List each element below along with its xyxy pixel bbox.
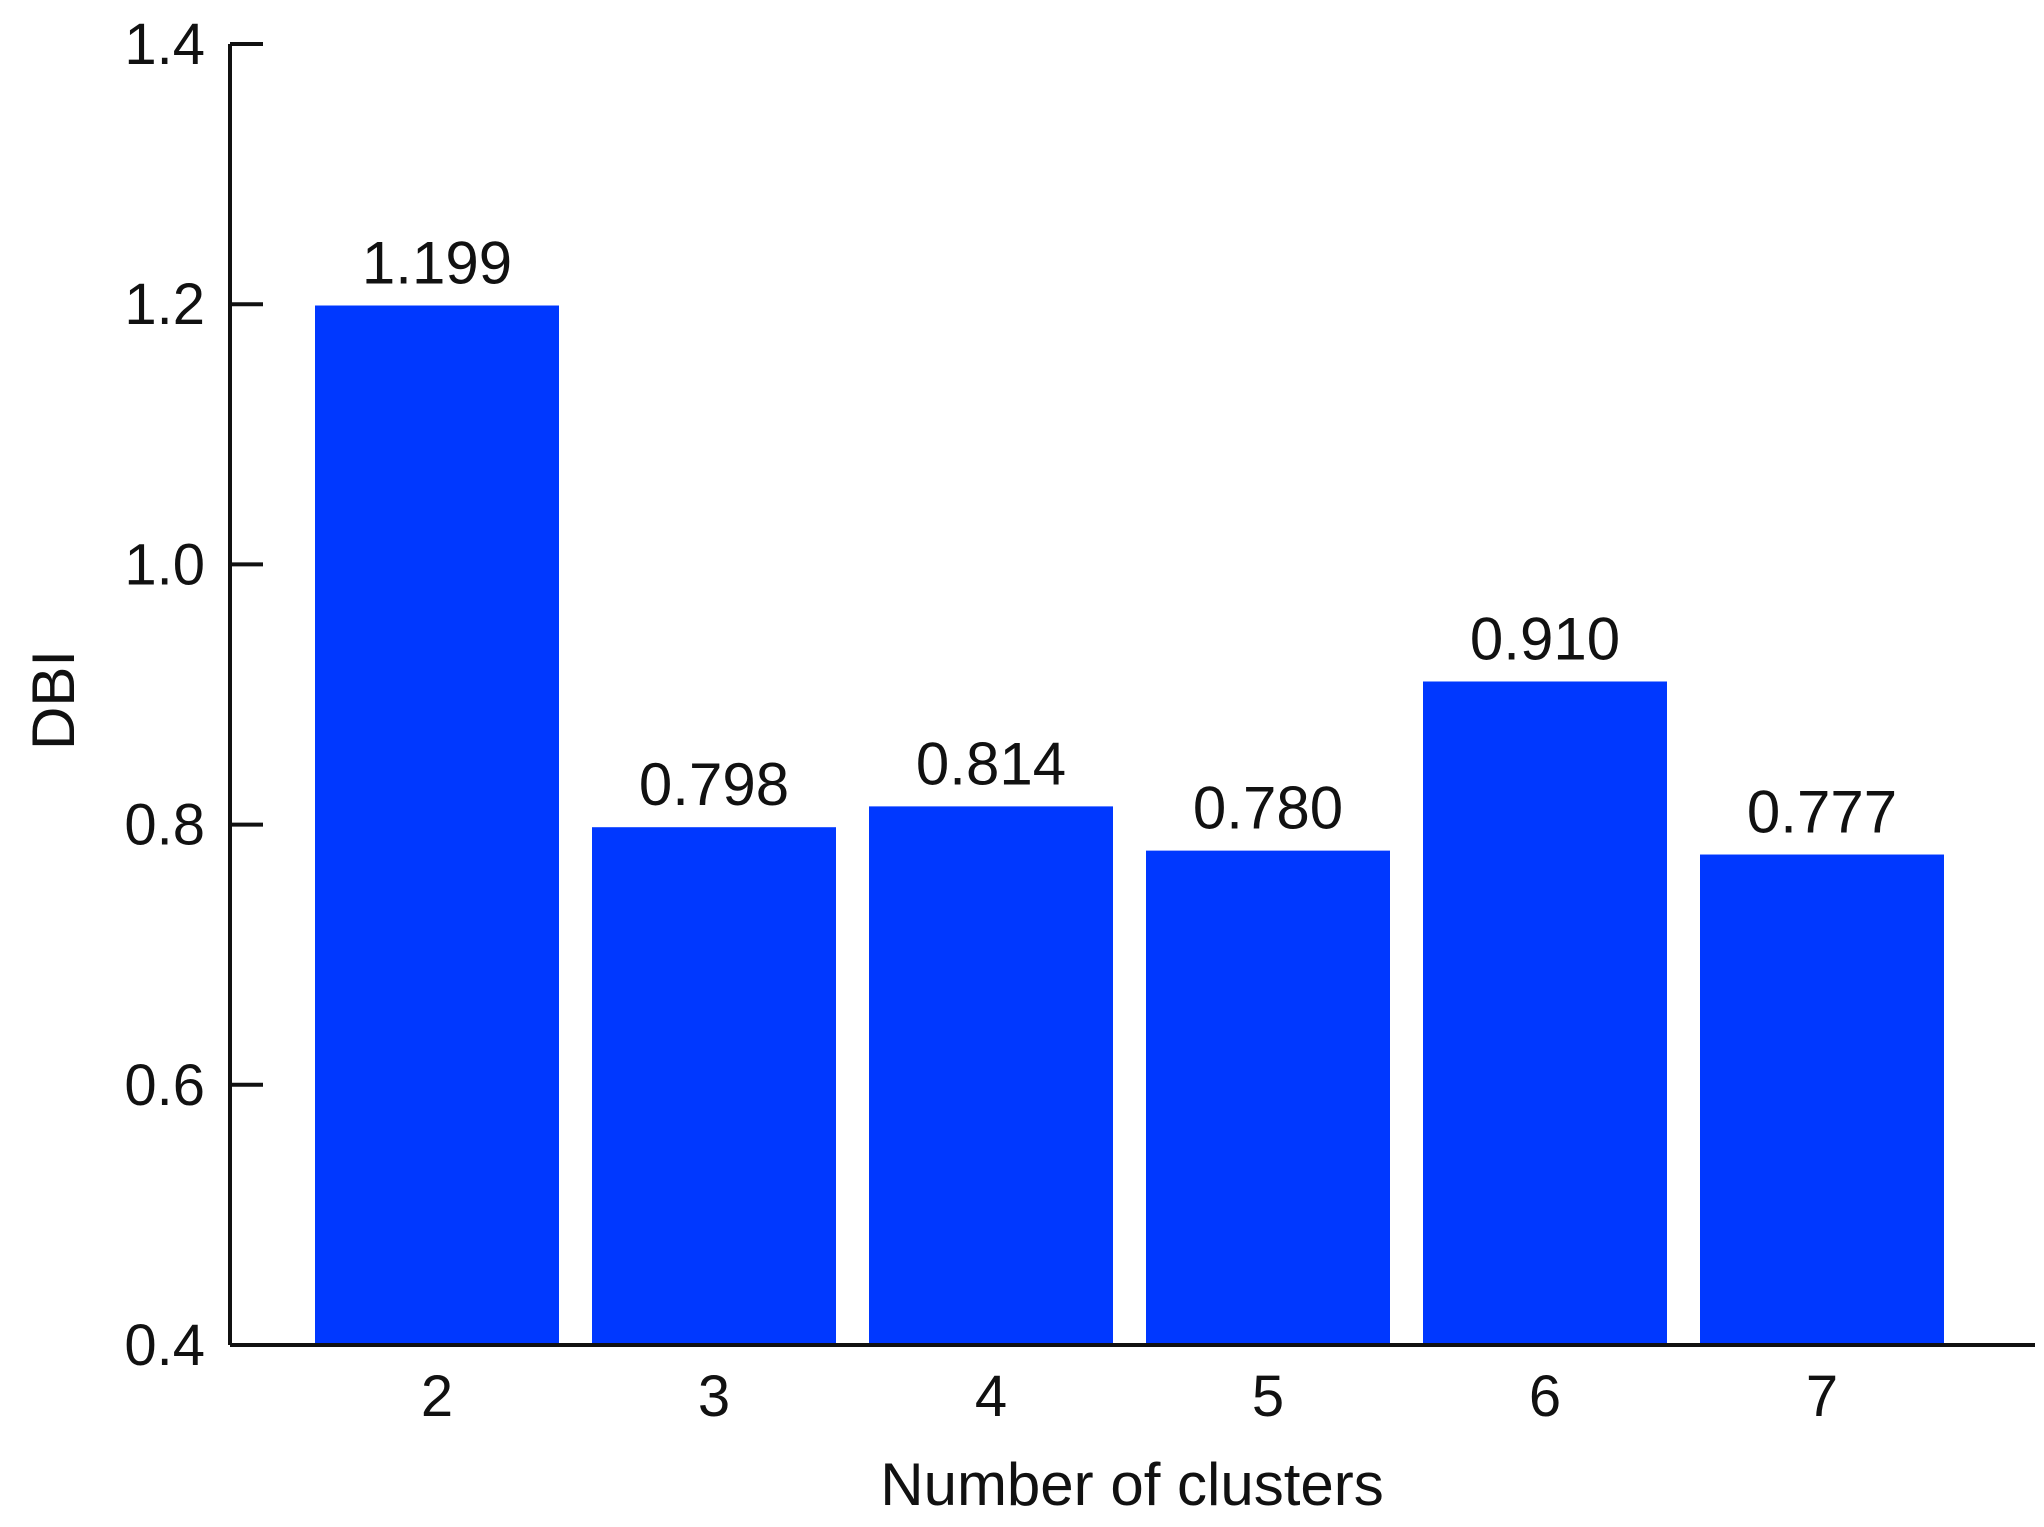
bar-6 bbox=[1423, 681, 1667, 1345]
x-tick-label-2: 2 bbox=[421, 1364, 453, 1429]
y-axis-title: DBI bbox=[20, 650, 87, 750]
y-tick-label-0.6: 0.6 bbox=[124, 1053, 205, 1118]
data-label-5: 0.780 bbox=[1193, 775, 1343, 842]
x-ticks-group: 2 3 4 5 6 7 bbox=[421, 1364, 1838, 1429]
data-label-2: 1.199 bbox=[362, 230, 512, 297]
x-tick-label-3: 3 bbox=[698, 1364, 730, 1429]
data-label-6: 0.910 bbox=[1470, 605, 1620, 672]
data-labels-group: 1.199 0.798 0.814 0.780 0.910 0.777 bbox=[362, 230, 1897, 846]
y-ticks-group: 0.4 0.6 0.8 1.0 1.2 1.4 bbox=[124, 12, 263, 1378]
x-tick-label-7: 7 bbox=[1806, 1364, 1838, 1429]
y-tick-label-0.4: 0.4 bbox=[124, 1313, 205, 1378]
bar-7 bbox=[1700, 854, 1944, 1345]
bar-3 bbox=[592, 827, 836, 1345]
y-tick-label-1.4: 1.4 bbox=[124, 12, 205, 77]
y-tick-label-1.2: 1.2 bbox=[124, 272, 205, 337]
data-label-3: 0.798 bbox=[639, 751, 789, 818]
x-axis-title: Number of clusters bbox=[880, 1451, 1384, 1518]
y-tick-label-0.8: 0.8 bbox=[124, 793, 205, 858]
x-tick-label-4: 4 bbox=[975, 1364, 1007, 1429]
x-tick-label-5: 5 bbox=[1252, 1364, 1284, 1429]
bars-group bbox=[315, 305, 1944, 1346]
y-tick-label-1.0: 1.0 bbox=[124, 532, 205, 597]
bar-2 bbox=[315, 305, 559, 1346]
data-label-7: 0.777 bbox=[1747, 779, 1897, 846]
bar-5 bbox=[1146, 850, 1390, 1345]
x-tick-label-6: 6 bbox=[1529, 1364, 1561, 1429]
data-label-4: 0.814 bbox=[916, 730, 1066, 797]
bar-4 bbox=[869, 806, 1113, 1345]
